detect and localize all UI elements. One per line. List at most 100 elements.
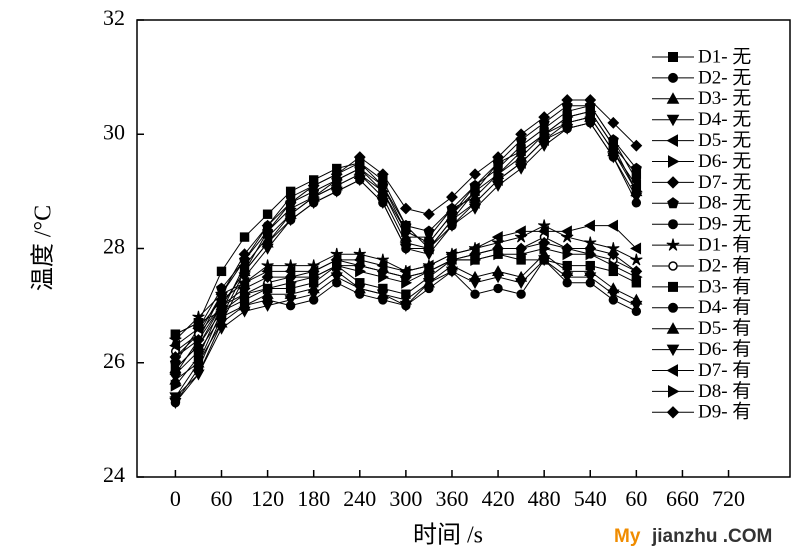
legend-label: D1- 有 — [698, 233, 751, 255]
marker — [399, 202, 412, 215]
marker — [515, 278, 528, 290]
marker — [608, 259, 620, 272]
marker — [192, 356, 205, 368]
legend-label: D7- 无 — [698, 172, 751, 193]
legend-marker — [666, 344, 680, 357]
marker — [353, 151, 366, 164]
marker — [515, 134, 527, 145]
legend-marker — [666, 322, 680, 334]
legend-label: D6- 无 — [698, 151, 751, 172]
marker — [239, 232, 250, 242]
legend-label: D4- 无 — [698, 109, 751, 130]
marker — [423, 265, 435, 278]
legend-label: D2- 无 — [698, 67, 751, 88]
legend-label: D2- 有 — [698, 254, 751, 276]
marker — [376, 265, 389, 278]
marker — [169, 392, 182, 404]
marker — [630, 139, 643, 152]
marker — [469, 168, 481, 181]
marker — [262, 209, 273, 219]
marker — [170, 329, 181, 339]
legend-marker — [668, 302, 678, 313]
marker — [262, 225, 274, 237]
marker — [492, 156, 504, 168]
legend-label: D5- 有 — [698, 317, 751, 339]
legend-marker — [668, 385, 680, 398]
plot-frame — [136, 19, 791, 478]
marker — [376, 253, 389, 266]
marker — [308, 185, 320, 197]
marker — [401, 243, 411, 254]
marker — [584, 242, 597, 255]
marker — [607, 219, 619, 232]
marker — [261, 271, 274, 283]
marker — [445, 266, 459, 278]
marker — [492, 242, 504, 255]
legend-label: D5- 无 — [698, 130, 751, 151]
watermark: jianzhu .COM — [651, 526, 772, 547]
marker — [262, 282, 274, 295]
marker — [261, 259, 274, 272]
marker — [215, 299, 228, 312]
legend-marker — [668, 52, 678, 62]
legend-marker — [668, 155, 680, 168]
marker — [423, 208, 435, 221]
x-tick-label: 180 — [297, 486, 330, 511]
x-tick-label: 300 — [389, 486, 422, 511]
marker — [262, 238, 273, 248]
legend-marker — [666, 176, 680, 189]
x-tick-label: 120 — [251, 486, 284, 511]
legend-marker — [668, 261, 678, 271]
marker — [468, 278, 482, 290]
marker — [215, 287, 228, 300]
marker — [630, 300, 643, 312]
x-tick-label: 360 — [435, 486, 468, 511]
marker — [630, 265, 643, 278]
x-tick-label: 540 — [574, 486, 607, 511]
legend-marker — [666, 114, 680, 127]
legend-label: D8- 有 — [698, 380, 751, 402]
marker — [169, 339, 181, 352]
legend-label: D9- 有 — [698, 401, 751, 423]
x-tick-label: 60 — [211, 486, 233, 511]
marker — [447, 220, 457, 231]
marker — [422, 278, 435, 290]
marker — [560, 225, 572, 238]
marker — [216, 266, 227, 277]
marker — [538, 117, 550, 128]
marker — [307, 265, 320, 278]
marker — [446, 191, 458, 203]
marker — [607, 134, 619, 145]
marker — [516, 158, 526, 168]
x-tick-label: 240 — [343, 486, 376, 511]
marker — [423, 225, 435, 237]
x-tick-label: 480 — [528, 486, 561, 511]
legend-label: D1- 无 — [698, 46, 751, 67]
marker — [330, 272, 343, 284]
legend-label: D9- 无 — [698, 214, 751, 235]
marker — [215, 323, 228, 335]
x-tick-label: 60 — [625, 486, 647, 511]
legend-label: D4- 有 — [698, 296, 751, 318]
legend-marker — [668, 219, 678, 230]
marker — [170, 362, 182, 375]
marker — [584, 272, 597, 284]
marker — [192, 322, 204, 335]
marker — [491, 231, 503, 244]
marker — [284, 271, 297, 283]
marker — [378, 198, 388, 208]
watermark: My — [614, 526, 641, 547]
marker — [331, 174, 343, 185]
marker — [308, 198, 319, 208]
marker — [354, 162, 366, 174]
marker — [377, 179, 389, 191]
legend-marker — [666, 364, 678, 377]
marker — [515, 242, 528, 255]
marker — [469, 248, 481, 261]
marker — [584, 219, 595, 232]
marker — [376, 289, 389, 301]
marker — [307, 289, 320, 301]
x-tick-label: 720 — [712, 486, 745, 511]
marker — [470, 198, 480, 208]
marker — [469, 179, 481, 191]
